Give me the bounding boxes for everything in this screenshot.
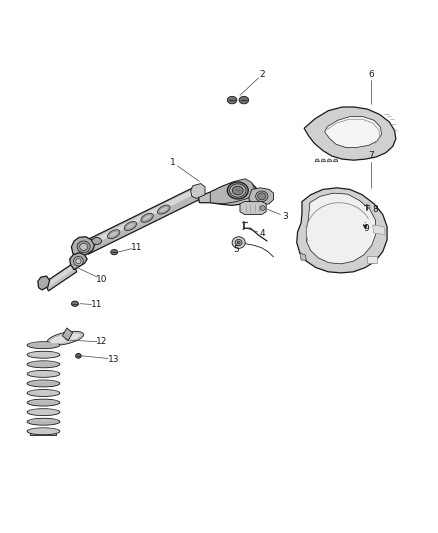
Ellipse shape: [27, 399, 60, 406]
Ellipse shape: [258, 193, 266, 200]
Text: 1: 1: [170, 158, 176, 167]
Ellipse shape: [27, 390, 60, 397]
Ellipse shape: [50, 333, 81, 344]
Polygon shape: [373, 225, 385, 235]
Ellipse shape: [260, 206, 265, 211]
Ellipse shape: [109, 231, 118, 237]
Ellipse shape: [124, 222, 137, 230]
Text: 5: 5: [233, 245, 239, 254]
Ellipse shape: [27, 351, 60, 358]
Ellipse shape: [237, 241, 240, 244]
Ellipse shape: [27, 428, 60, 435]
Text: 6: 6: [368, 70, 374, 78]
Text: 8: 8: [372, 205, 378, 214]
Ellipse shape: [227, 96, 237, 104]
Text: 10: 10: [96, 274, 108, 284]
Ellipse shape: [76, 353, 81, 358]
Ellipse shape: [142, 215, 152, 221]
Ellipse shape: [27, 361, 60, 368]
Ellipse shape: [27, 380, 60, 387]
Ellipse shape: [27, 370, 60, 377]
Text: 2: 2: [260, 70, 265, 78]
Text: 12: 12: [96, 337, 108, 346]
Polygon shape: [210, 179, 255, 204]
Polygon shape: [321, 159, 325, 162]
Ellipse shape: [47, 332, 84, 345]
Ellipse shape: [158, 205, 170, 214]
Ellipse shape: [27, 342, 60, 349]
Ellipse shape: [71, 301, 78, 306]
Polygon shape: [30, 429, 57, 435]
Text: 11: 11: [91, 300, 102, 309]
Polygon shape: [325, 117, 381, 148]
Ellipse shape: [76, 259, 81, 264]
Ellipse shape: [92, 238, 102, 245]
Polygon shape: [306, 193, 376, 264]
Polygon shape: [47, 265, 75, 287]
Ellipse shape: [141, 213, 153, 222]
Polygon shape: [304, 107, 396, 160]
Polygon shape: [315, 159, 319, 162]
Polygon shape: [240, 201, 266, 214]
Polygon shape: [191, 183, 205, 198]
Text: 4: 4: [260, 229, 265, 238]
Text: 7: 7: [368, 151, 374, 160]
Polygon shape: [86, 188, 197, 248]
Polygon shape: [333, 159, 338, 162]
Polygon shape: [70, 253, 87, 270]
Text: 13: 13: [108, 354, 119, 364]
Ellipse shape: [80, 244, 88, 251]
Polygon shape: [297, 188, 387, 273]
Polygon shape: [367, 256, 377, 263]
Ellipse shape: [230, 184, 246, 197]
Ellipse shape: [159, 206, 168, 213]
Ellipse shape: [27, 418, 60, 425]
Polygon shape: [62, 328, 73, 341]
Ellipse shape: [107, 230, 120, 239]
Polygon shape: [249, 188, 274, 205]
Polygon shape: [84, 187, 199, 254]
Ellipse shape: [111, 249, 118, 255]
Text: 11: 11: [131, 243, 143, 252]
Ellipse shape: [239, 96, 249, 104]
Ellipse shape: [74, 256, 83, 266]
Polygon shape: [300, 253, 306, 260]
Ellipse shape: [27, 409, 60, 416]
Ellipse shape: [256, 191, 268, 201]
Polygon shape: [45, 263, 77, 291]
Ellipse shape: [77, 241, 90, 253]
Polygon shape: [327, 159, 332, 162]
Ellipse shape: [235, 239, 242, 246]
Polygon shape: [38, 276, 49, 290]
Ellipse shape: [126, 223, 135, 229]
Ellipse shape: [232, 186, 243, 195]
Polygon shape: [198, 181, 256, 205]
Ellipse shape: [227, 182, 248, 199]
Text: 9: 9: [364, 224, 369, 233]
Polygon shape: [71, 237, 95, 258]
Text: 3: 3: [283, 212, 288, 221]
Ellipse shape: [232, 237, 245, 248]
